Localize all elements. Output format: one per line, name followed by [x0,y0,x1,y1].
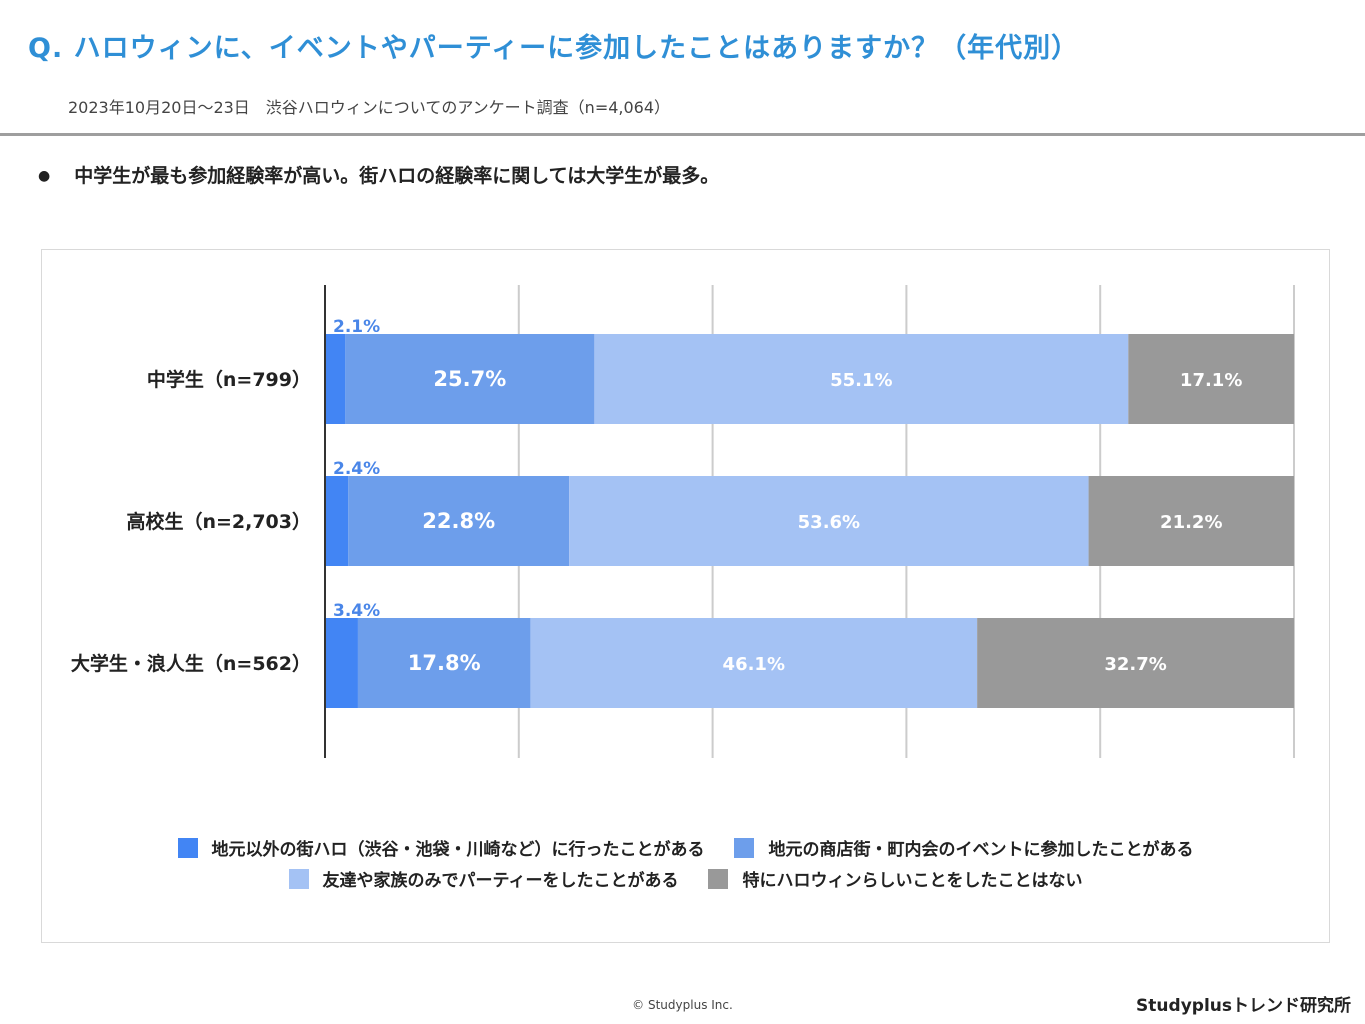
category-label-2: 高校生（n=2,703） [126,510,311,533]
legend-label-4: 特にハロウィンらしいことをしたことはない [742,871,1083,891]
legend-item-4: 特にハロウィンらしいことをしたことはない [708,866,1082,891]
category-label-1: 中学生（n=799） [147,368,311,391]
data-label-3-series-4: 32.7% [1104,654,1166,675]
bar-1-series-2 [345,334,595,424]
summary-text: 中学生が最も参加経験率が高い。街ハロの経験率に関しては大学生が最多。 [74,165,720,187]
legend-item-2: 地元の商店街・町内会のイベントに参加したことがある [734,835,1193,860]
survey-subtitle: 2023年10月20日〜23日 渋谷ハロウィンについてのアンケート調査（n=4,… [68,98,671,117]
legend-swatch-4 [708,868,729,889]
chart-container [41,249,1330,943]
data-label-1-series-2: 25.7% [433,367,506,391]
data-label-3-series-1: 3.4% [333,601,380,621]
bullet-icon: ● [38,168,51,184]
bar-1-series-1 [325,334,346,424]
data-label-2-series-4: 21.2% [1160,512,1222,533]
legend-swatch-3 [288,868,309,889]
data-label-2-series-3: 53.6% [798,512,860,533]
data-label-3-series-2: 17.8% [408,651,481,675]
legend-item-1: 地元以外の街ハロ（渋谷・池袋・川崎など）に行ったことがある [177,835,705,860]
summary-line: ● 中学生が最も参加経験率が高い。街ハロの経験率に関しては大学生が最多。 [38,161,719,188]
legend-swatch-2 [734,837,755,858]
bar-3-series-2 [357,618,531,708]
legend-row-2: 友達や家族のみでパーティーをしたことがある 特にハロウィンらしいことをしたことは… [41,866,1330,894]
data-label-2-series-1: 2.4% [333,459,380,479]
data-label-1-series-4: 17.1% [1180,370,1242,391]
legend-swatch-1 [177,837,198,858]
bar-3-series-4 [977,618,1294,708]
brand-logo-text: Studyplusトレンド研究所 [1136,996,1351,1016]
legend-item-3: 友達や家族のみでパーティーをしたことがある [288,866,679,891]
data-label-2-series-2: 22.8% [422,509,495,533]
data-label-1-series-1: 2.1% [333,317,380,337]
category-label-3: 大学生・浪人生（n=562） [71,652,311,675]
bar-2-series-3 [569,476,1089,566]
legend-label-3: 友達や家族のみでパーティーをしたことがある [322,871,679,891]
bar-2-series-2 [348,476,570,566]
header-divider [0,133,1365,136]
bar-1-series-3 [594,334,1129,424]
data-label-1-series-3: 55.1% [830,370,892,391]
page-title: Q. ハロウィンに、イベントやパーティーに参加したことはありますか？（年代別） [28,33,1080,64]
data-label-3-series-3: 46.1% [723,654,785,675]
legend-label-1: 地元以外の街ハロ（渋谷・池袋・川崎など）に行ったことがある [211,840,705,860]
bar-1-series-4 [1128,334,1294,424]
bar-3-series-3 [530,618,978,708]
bar-2-series-4 [1088,476,1294,566]
bar-3-series-1 [325,618,358,708]
copyright: © Studyplus Inc. [632,998,733,1012]
legend-label-2: 地元の商店街・町内会のイベントに参加したことがある [768,840,1194,860]
bar-2-series-1 [325,476,349,566]
legend-row-1: 地元以外の街ハロ（渋谷・池袋・川崎など）に行ったことがある 地元の商店街・町内会… [41,835,1330,863]
